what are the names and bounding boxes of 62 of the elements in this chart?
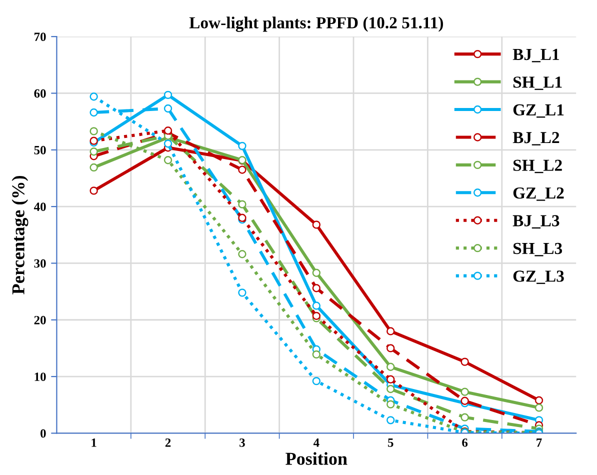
legend-label: SH_L2 <box>513 160 562 174</box>
legend-label: SH_L3 <box>513 242 562 256</box>
legend-label: GZ_L2 <box>513 187 564 201</box>
point <box>312 284 321 292</box>
point <box>460 413 469 422</box>
point <box>386 416 395 424</box>
point <box>386 384 395 394</box>
legend-label: SH_L1 <box>513 76 562 90</box>
legend-label: BJ_L1 <box>512 48 559 62</box>
point <box>238 288 246 297</box>
point <box>164 140 172 148</box>
chart-title: Low-light plants: PPFD (10.2 51.11) <box>189 16 443 32</box>
x-tick-label: 4 <box>313 438 320 447</box>
point <box>164 156 172 164</box>
point <box>312 376 321 386</box>
point <box>386 375 395 384</box>
point <box>386 400 395 408</box>
x-tick-label: 2 <box>165 438 171 447</box>
point <box>238 200 246 208</box>
legend-label: GZ_L3 <box>513 270 564 284</box>
point <box>534 396 544 404</box>
point <box>90 127 98 136</box>
x-tick-label: 3 <box>240 438 245 447</box>
x-tick-label: 5 <box>388 438 394 447</box>
x-tick-label: 7 <box>536 438 542 447</box>
legend-label: BJ_L3 <box>512 215 560 229</box>
point <box>312 220 321 229</box>
point <box>238 250 246 258</box>
x-tick-label: 1 <box>92 438 96 447</box>
point <box>460 358 469 366</box>
point <box>312 268 321 277</box>
point <box>238 166 246 174</box>
point <box>312 312 321 320</box>
point <box>460 388 469 396</box>
point <box>90 148 98 156</box>
x-axis-title: Position <box>286 452 348 465</box>
x-tick-label: 6 <box>462 438 468 447</box>
point <box>238 142 246 150</box>
point <box>312 350 321 359</box>
point <box>164 90 172 100</box>
point <box>90 92 98 101</box>
point <box>386 344 395 352</box>
y-tick-label: 60 <box>34 89 46 98</box>
point <box>90 108 98 117</box>
legend-label: GZ_L1 <box>513 104 564 118</box>
y-tick-label: 0 <box>40 429 46 438</box>
legend-label: BJ_L2 <box>512 132 560 146</box>
point <box>534 404 544 412</box>
y-tick-label: 20 <box>34 316 46 324</box>
point <box>164 104 172 113</box>
y-tick-label: 70 <box>34 32 46 42</box>
point <box>90 186 98 195</box>
y-tick-label: 40 <box>34 202 46 212</box>
y-tick-label: 30 <box>34 259 46 268</box>
point <box>386 327 395 336</box>
y-tick-label: 10 <box>34 372 46 381</box>
point <box>460 396 469 405</box>
point <box>312 302 321 310</box>
point <box>90 163 98 172</box>
y-axis-title: Percentage (%) <box>12 176 28 294</box>
y-tick-label: 50 <box>34 146 46 154</box>
point <box>386 362 395 372</box>
